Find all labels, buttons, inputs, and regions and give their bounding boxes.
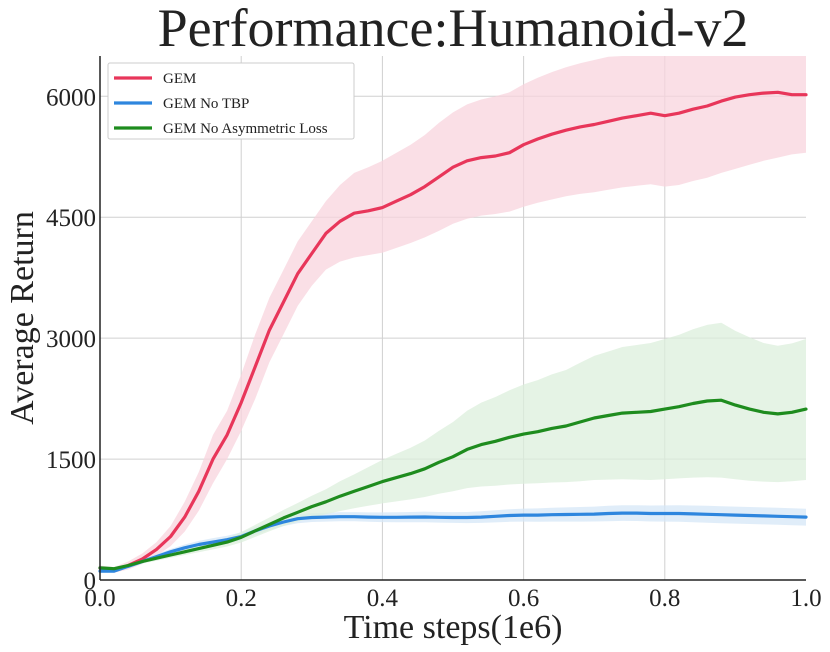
legend-label-2: GEM No Asymmetric Loss xyxy=(163,121,328,137)
tick-labels: 0.0 0.2 0.4 0.6 0.8 1.0 0 1500 3000 4500 6000 xyxy=(46,84,822,612)
series-line-0 xyxy=(98,90,808,572)
x-tick-label: 0.8 xyxy=(649,585,680,612)
x-axis-label: Time steps(1e6) xyxy=(344,609,563,646)
y-tick-label: 3000 xyxy=(46,326,96,353)
series-lines xyxy=(98,90,808,573)
legend-box xyxy=(107,62,355,140)
series-line-1 xyxy=(98,511,808,573)
x-tick-label: 0.2 xyxy=(226,585,257,612)
y-tick-label: 1500 xyxy=(46,447,96,474)
x-tick-label: 0.0 xyxy=(84,585,115,612)
x-tick-label: 0.6 xyxy=(508,585,539,612)
series-band-2 xyxy=(100,322,806,571)
y-tick-label: 6000 xyxy=(46,84,96,111)
legend: GEM GEM No TBP GEM No Asymmetric Loss xyxy=(107,62,355,140)
y-tick-label: 0 xyxy=(84,568,97,595)
y-tick-label: 4500 xyxy=(46,205,96,232)
y-axis-label: Average Return xyxy=(4,211,41,425)
x-tick-label: 1.0 xyxy=(790,585,821,612)
legend-label-1: GEM No TBP xyxy=(163,96,249,112)
x-tick-label: 0.4 xyxy=(367,585,399,612)
axes xyxy=(99,56,806,581)
series-band-0 xyxy=(100,56,806,573)
series-line-2 xyxy=(98,398,808,571)
legend-label-0: GEM xyxy=(163,71,196,87)
chart-title: Performance:Humanoid-v2 xyxy=(158,0,749,58)
